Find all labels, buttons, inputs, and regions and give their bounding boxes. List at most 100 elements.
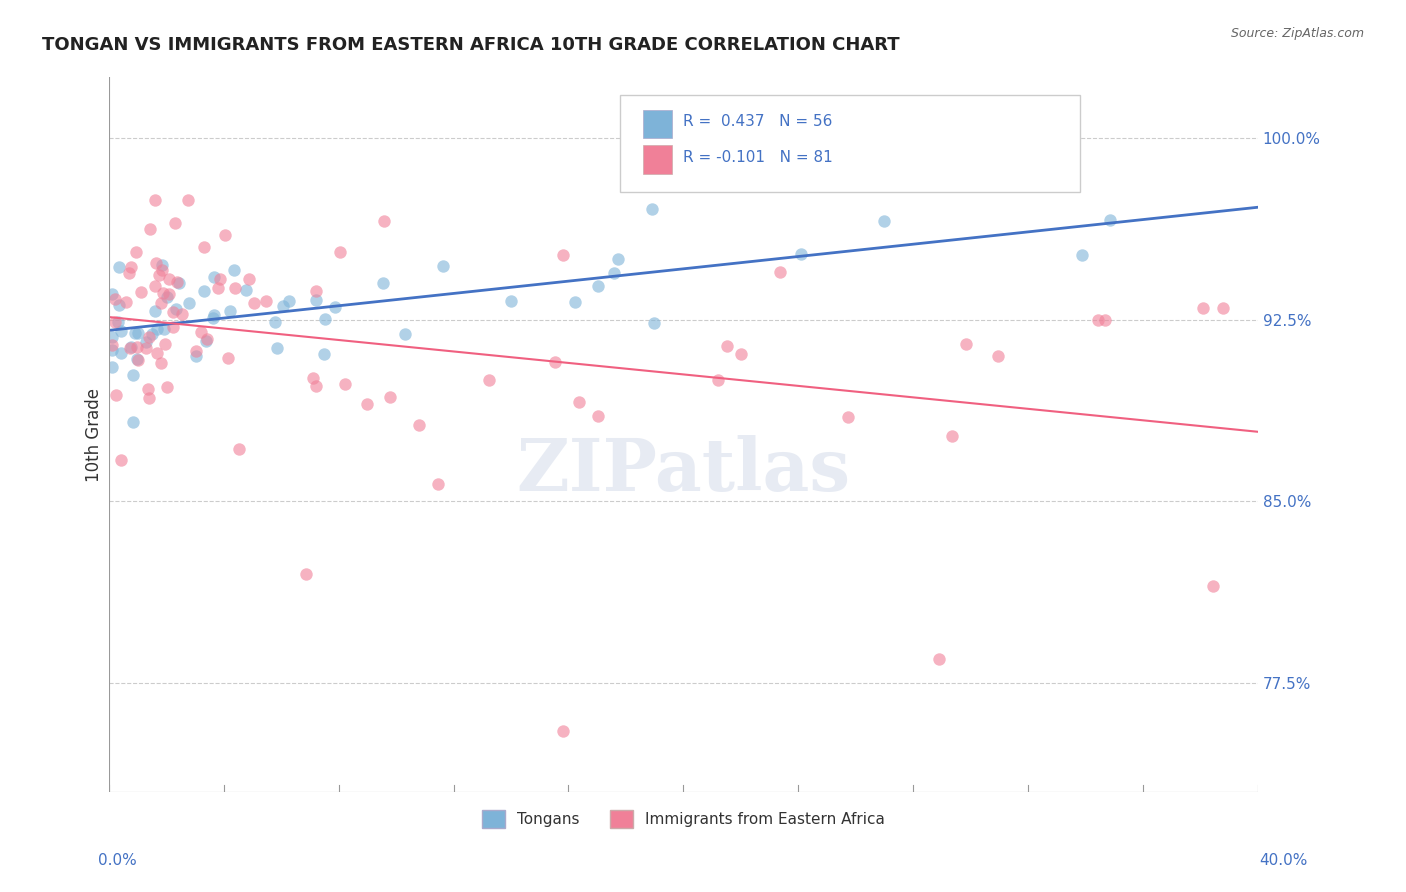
Point (110, 324, 132, 338)
Point (302, 371, 325, 385)
Point (193, 284, 215, 298)
Text: 40.0%: 40.0% (1260, 854, 1308, 868)
Point (100, 359, 122, 374)
Point (115, 294, 138, 309)
Point (135, 335, 157, 350)
Point (166, 275, 188, 289)
Point (100, 338, 122, 352)
Point (145, 256, 167, 270)
Point (551, 248, 574, 262)
Point (100, 330, 122, 344)
Point (177, 193, 200, 207)
Point (167, 277, 190, 291)
Point (214, 227, 236, 242)
Point (295, 566, 318, 581)
Point (155, 290, 177, 304)
Point (606, 252, 628, 267)
Point (122, 368, 145, 382)
Point (127, 326, 149, 340)
Point (228, 442, 250, 456)
Point (243, 296, 266, 310)
Point (143, 304, 166, 318)
Point (207, 281, 229, 295)
Point (141, 326, 163, 341)
Point (568, 395, 591, 409)
Point (219, 304, 242, 318)
Point (928, 652, 950, 666)
Bar (643, 145, 672, 174)
Point (478, 373, 501, 387)
Point (184, 343, 207, 358)
Point (121, 415, 143, 429)
Point (551, 724, 574, 739)
Point (426, 477, 449, 491)
Text: ZIPatlas: ZIPatlas (516, 435, 851, 506)
Point (194, 334, 217, 348)
Point (305, 293, 328, 307)
Point (224, 281, 246, 295)
Text: Source: ZipAtlas.com: Source: ZipAtlas.com (1230, 27, 1364, 40)
Point (117, 266, 139, 280)
Point (1202, 579, 1225, 593)
Point (789, 247, 811, 261)
Point (138, 329, 160, 343)
Point (149, 356, 172, 370)
Point (110, 345, 132, 359)
Point (335, 376, 357, 391)
Point (278, 293, 301, 308)
Point (564, 294, 586, 309)
Point (201, 311, 224, 326)
Point (837, 409, 859, 424)
Point (165, 302, 187, 317)
Point (138, 391, 160, 405)
Point (716, 339, 738, 353)
Point (1098, 212, 1121, 227)
Point (1087, 312, 1109, 326)
Point (314, 347, 336, 361)
Point (356, 397, 378, 411)
Point (730, 346, 752, 360)
Point (1212, 301, 1234, 315)
Point (152, 285, 174, 300)
Point (408, 418, 430, 433)
Point (118, 341, 141, 355)
Point (127, 352, 149, 367)
Point (108, 260, 131, 274)
Point (165, 216, 187, 230)
Point (157, 272, 180, 286)
Point (217, 351, 239, 365)
Point (266, 341, 288, 355)
Point (104, 388, 127, 402)
Point (202, 308, 225, 322)
Point (305, 284, 328, 298)
Point (586, 409, 609, 423)
Point (100, 287, 122, 301)
Point (172, 307, 194, 321)
Point (156, 380, 179, 394)
Point (378, 390, 401, 404)
Point (190, 326, 212, 340)
Point (150, 263, 173, 277)
Point (263, 315, 285, 329)
Point (177, 296, 200, 310)
Point (603, 266, 626, 280)
Point (328, 244, 350, 259)
Point (153, 337, 176, 351)
Point (162, 305, 184, 319)
Point (987, 349, 1010, 363)
Point (373, 214, 395, 228)
Point (1071, 248, 1094, 262)
Bar (643, 110, 672, 138)
Point (222, 262, 245, 277)
Point (107, 315, 129, 329)
Point (152, 322, 174, 336)
Point (149, 296, 172, 310)
Point (193, 239, 215, 253)
Point (162, 319, 184, 334)
Point (143, 193, 166, 207)
Point (238, 272, 260, 286)
Legend: Tongans, Immigrants from Eastern Africa: Tongans, Immigrants from Eastern Africa (475, 804, 891, 834)
Point (148, 268, 170, 282)
Point (1191, 301, 1213, 315)
Point (543, 355, 565, 369)
